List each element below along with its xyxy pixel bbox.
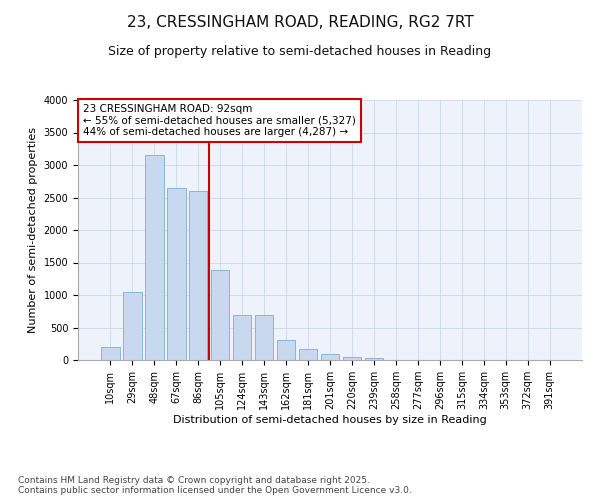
Bar bbox=[123, 292, 142, 360]
Bar bbox=[365, 358, 383, 360]
Bar bbox=[320, 354, 340, 360]
Text: Contains HM Land Registry data © Crown copyright and database right 2025.
Contai: Contains HM Land Registry data © Crown c… bbox=[18, 476, 412, 495]
Bar bbox=[255, 314, 274, 360]
Text: 23, CRESSINGHAM ROAD, READING, RG2 7RT: 23, CRESSINGHAM ROAD, READING, RG2 7RT bbox=[127, 15, 473, 30]
X-axis label: Distribution of semi-detached houses by size in Reading: Distribution of semi-detached houses by … bbox=[173, 415, 487, 425]
Bar bbox=[299, 348, 317, 360]
Bar bbox=[277, 340, 295, 360]
Bar bbox=[189, 191, 208, 360]
Text: 23 CRESSINGHAM ROAD: 92sqm
← 55% of semi-detached houses are smaller (5,327)
44%: 23 CRESSINGHAM ROAD: 92sqm ← 55% of semi… bbox=[83, 104, 356, 137]
Bar bbox=[343, 357, 361, 360]
Bar bbox=[101, 347, 119, 360]
Text: Size of property relative to semi-detached houses in Reading: Size of property relative to semi-detach… bbox=[109, 45, 491, 58]
Bar bbox=[167, 188, 185, 360]
Y-axis label: Number of semi-detached properties: Number of semi-detached properties bbox=[28, 127, 38, 333]
Bar bbox=[211, 270, 229, 360]
Bar bbox=[233, 314, 251, 360]
Bar bbox=[145, 155, 164, 360]
